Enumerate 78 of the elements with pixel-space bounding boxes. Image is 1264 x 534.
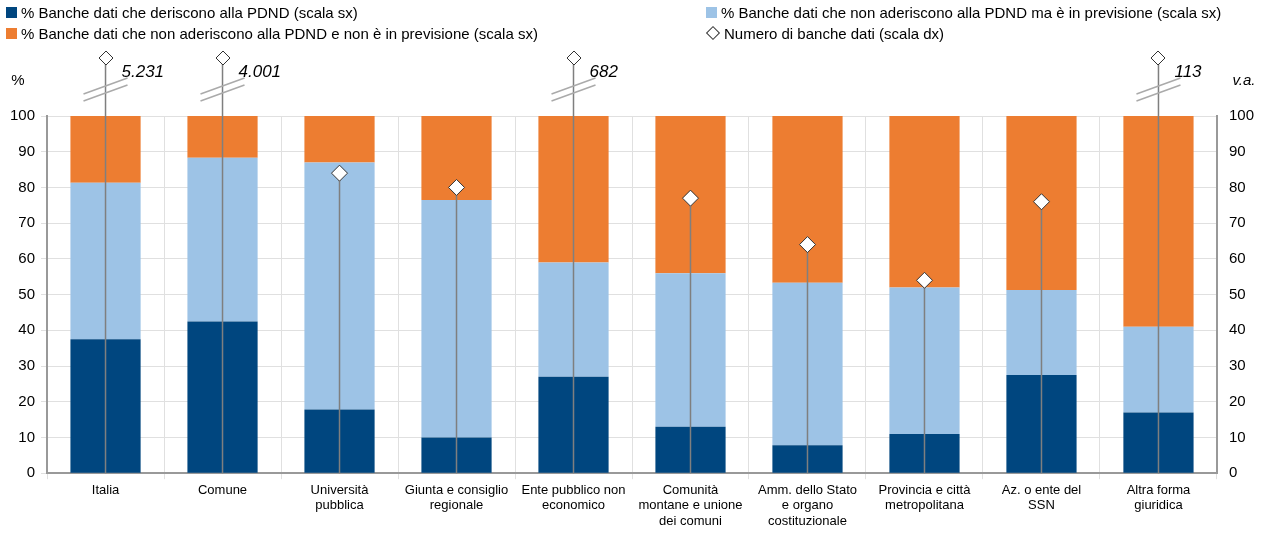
bar	[187, 116, 258, 158]
y-tick-label: 40	[18, 320, 36, 338]
y-tick-label: 60	[18, 249, 36, 267]
bar	[187, 321, 258, 473]
bar	[772, 116, 843, 283]
bar	[889, 116, 960, 288]
bar	[1006, 289, 1077, 375]
bar	[304, 162, 375, 410]
x-tick-label: Az. o ente del SSN	[1001, 481, 1082, 513]
bar	[70, 116, 141, 183]
bar	[304, 409, 375, 473]
y2-tick-label: 20	[1228, 391, 1246, 409]
y-tick-label: 80	[18, 177, 36, 195]
y2-axis-title: v.a.	[1232, 70, 1256, 88]
bar	[70, 339, 141, 473]
point	[448, 178, 466, 196]
x-tick-label: Comunità montane e unione dei comuni	[638, 481, 743, 528]
y2-tick-label: 100	[1228, 106, 1254, 124]
legend-label: % Banche dati che deriscono alla PDND (scala sx)	[21, 3, 358, 21]
x-tick-label: Ente pubblico non economico	[521, 481, 626, 513]
x-tick-label: Comune	[197, 481, 248, 497]
bar	[70, 182, 141, 340]
bar	[421, 437, 492, 473]
bar	[538, 116, 609, 263]
text: 4.001	[238, 61, 282, 81]
point	[331, 164, 349, 182]
bar	[655, 426, 726, 473]
bar	[1006, 116, 1077, 290]
bar	[538, 376, 609, 473]
bar	[1123, 412, 1194, 473]
bar	[889, 433, 960, 473]
y2-tick-label: 30	[1228, 356, 1246, 374]
y2-tick-label: 40	[1228, 320, 1246, 338]
y2-tick-label: 90	[1228, 141, 1246, 159]
y2-tick-label: 70	[1228, 213, 1246, 231]
bar	[655, 116, 726, 274]
y2-tick-label: 60	[1228, 249, 1246, 267]
text: 5.231	[121, 61, 165, 81]
bar	[772, 282, 843, 446]
bar	[421, 116, 492, 200]
bar	[538, 262, 609, 377]
y2-tick-label: 10	[1228, 427, 1246, 445]
x-tick-label: Italia	[91, 481, 121, 497]
y-tick-label: 50	[18, 284, 36, 302]
bar	[1123, 116, 1194, 327]
point	[1032, 193, 1050, 211]
bar	[1006, 374, 1077, 473]
bar	[421, 199, 492, 438]
x-tick-label: Provincia e città metropolitana	[878, 481, 972, 513]
y-tick-label: 90	[18, 141, 36, 159]
bar	[772, 445, 843, 473]
y2-tick-label: 80	[1228, 177, 1246, 195]
point	[798, 236, 816, 254]
x-tick-label: Altra forma giuridica	[1126, 481, 1192, 513]
point	[682, 189, 699, 207]
y-axis-title: %	[11, 70, 25, 88]
legend-label: % Banche dati che non aderiscono alla PDND e non è in previsione (scala sx)	[21, 24, 538, 42]
y-tick-label: 100	[10, 106, 36, 124]
text: 682	[589, 61, 619, 81]
bar	[655, 273, 726, 427]
y-tick-label: 0	[26, 463, 36, 481]
y-tick-label: 30	[18, 356, 36, 374]
bar	[187, 157, 258, 322]
y-tick-label: 20	[18, 391, 36, 409]
bar	[304, 116, 375, 163]
y2-tick-label: 0	[1228, 463, 1238, 481]
legend-label: % Banche dati che non aderiscono alla PDND ma è in previsione (scala sx)	[721, 3, 1222, 21]
bar	[1123, 326, 1194, 413]
legend-label: Numero di banche dati (scala dx)	[724, 24, 945, 42]
bar	[889, 287, 960, 434]
y2-tick-label: 50	[1228, 284, 1246, 302]
point	[915, 271, 933, 289]
y-tick-label: 70	[18, 213, 36, 231]
text: 113	[1174, 61, 1203, 81]
y-tick-label: 10	[18, 427, 36, 445]
x-tick-label: Amm. dello Stato e organo costituzionale	[757, 481, 857, 528]
x-tick-label: Giunta e consiglio regionale	[404, 481, 509, 513]
x-tick-label: Università pubblica	[310, 481, 370, 513]
